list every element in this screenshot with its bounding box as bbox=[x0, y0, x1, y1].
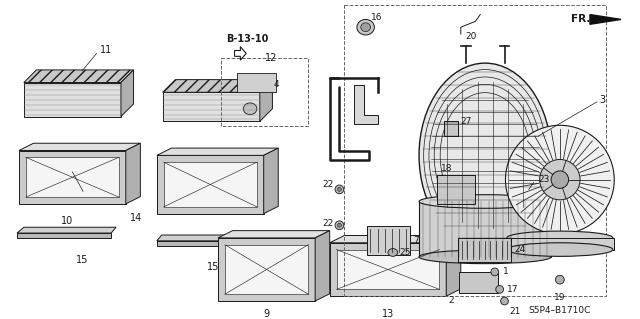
Ellipse shape bbox=[496, 286, 504, 293]
Text: 22: 22 bbox=[323, 219, 333, 228]
Polygon shape bbox=[315, 231, 330, 301]
Polygon shape bbox=[126, 143, 140, 204]
Ellipse shape bbox=[551, 171, 568, 189]
Polygon shape bbox=[444, 122, 458, 136]
Polygon shape bbox=[24, 83, 121, 116]
Text: 1: 1 bbox=[502, 267, 508, 276]
Polygon shape bbox=[237, 73, 276, 92]
Polygon shape bbox=[17, 233, 111, 238]
Text: 18: 18 bbox=[442, 164, 453, 173]
Polygon shape bbox=[157, 235, 265, 241]
Text: 15: 15 bbox=[76, 256, 88, 265]
Polygon shape bbox=[330, 243, 446, 296]
Text: 7: 7 bbox=[413, 236, 419, 245]
Polygon shape bbox=[337, 249, 440, 289]
Polygon shape bbox=[458, 238, 511, 262]
Polygon shape bbox=[590, 15, 621, 24]
Text: 23: 23 bbox=[538, 175, 550, 184]
Text: 15: 15 bbox=[207, 262, 220, 272]
Ellipse shape bbox=[540, 160, 580, 200]
Text: 3: 3 bbox=[600, 95, 606, 105]
Text: 19: 19 bbox=[554, 293, 566, 302]
Ellipse shape bbox=[361, 23, 371, 32]
Polygon shape bbox=[121, 70, 134, 116]
Polygon shape bbox=[218, 238, 315, 301]
Text: 25: 25 bbox=[399, 248, 411, 257]
Polygon shape bbox=[330, 235, 461, 243]
Ellipse shape bbox=[500, 297, 508, 305]
Ellipse shape bbox=[337, 223, 341, 227]
Text: FR.: FR. bbox=[571, 14, 590, 25]
Polygon shape bbox=[157, 148, 278, 155]
Polygon shape bbox=[19, 143, 140, 151]
Text: 13: 13 bbox=[382, 309, 394, 319]
Ellipse shape bbox=[419, 195, 551, 208]
Ellipse shape bbox=[507, 243, 613, 256]
Polygon shape bbox=[506, 238, 614, 249]
Polygon shape bbox=[446, 235, 461, 296]
Polygon shape bbox=[354, 85, 378, 124]
Ellipse shape bbox=[335, 185, 344, 194]
Polygon shape bbox=[24, 70, 134, 83]
Ellipse shape bbox=[556, 275, 564, 284]
Polygon shape bbox=[225, 245, 308, 294]
Text: B-13-10: B-13-10 bbox=[226, 34, 268, 44]
Polygon shape bbox=[367, 226, 410, 256]
Text: 22: 22 bbox=[323, 180, 333, 189]
Ellipse shape bbox=[337, 188, 341, 191]
Polygon shape bbox=[459, 272, 498, 293]
Text: 14: 14 bbox=[130, 213, 142, 224]
Ellipse shape bbox=[335, 221, 344, 230]
Polygon shape bbox=[17, 227, 116, 233]
Polygon shape bbox=[157, 155, 264, 214]
Ellipse shape bbox=[491, 268, 499, 276]
Text: S5P4–B1710C: S5P4–B1710C bbox=[529, 306, 591, 315]
Polygon shape bbox=[157, 241, 260, 246]
Text: 17: 17 bbox=[508, 285, 519, 294]
Text: 27: 27 bbox=[461, 117, 472, 126]
Text: 11: 11 bbox=[100, 46, 112, 56]
Text: 10: 10 bbox=[61, 216, 74, 226]
Ellipse shape bbox=[506, 125, 614, 234]
Polygon shape bbox=[19, 151, 126, 204]
Text: 16: 16 bbox=[371, 13, 382, 22]
Ellipse shape bbox=[507, 231, 613, 245]
Polygon shape bbox=[26, 157, 119, 197]
Ellipse shape bbox=[388, 249, 397, 256]
Text: 24: 24 bbox=[514, 245, 525, 254]
Text: 12: 12 bbox=[265, 53, 277, 63]
Text: 21: 21 bbox=[509, 307, 521, 316]
Polygon shape bbox=[218, 231, 330, 238]
Text: 2: 2 bbox=[449, 296, 454, 305]
Polygon shape bbox=[163, 80, 273, 92]
Text: 4: 4 bbox=[273, 80, 279, 89]
Polygon shape bbox=[164, 162, 257, 207]
Ellipse shape bbox=[419, 63, 551, 248]
Ellipse shape bbox=[357, 19, 374, 35]
Ellipse shape bbox=[243, 103, 257, 115]
Text: 20: 20 bbox=[466, 33, 477, 41]
Polygon shape bbox=[163, 92, 260, 122]
Polygon shape bbox=[436, 175, 476, 204]
Polygon shape bbox=[264, 148, 278, 214]
Ellipse shape bbox=[419, 250, 551, 263]
Polygon shape bbox=[419, 202, 551, 257]
Text: 9: 9 bbox=[264, 309, 269, 319]
Polygon shape bbox=[260, 80, 273, 122]
Polygon shape bbox=[234, 47, 246, 60]
